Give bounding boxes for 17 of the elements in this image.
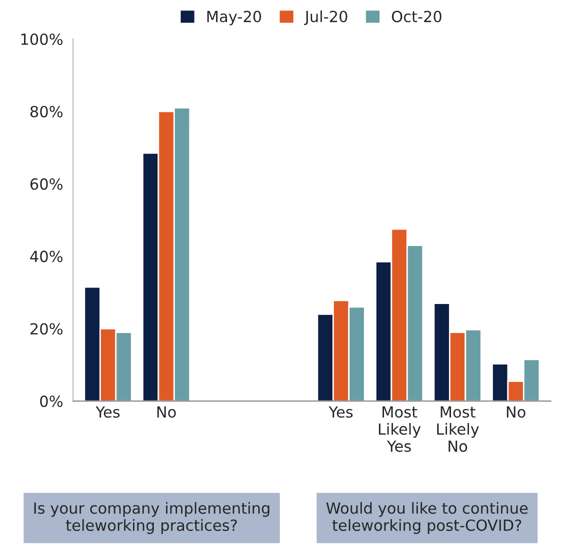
y-tick-label: 0% — [40, 396, 62, 408]
x-tick-label: No — [157, 406, 176, 418]
legend-label: Oct-20 — [392, 10, 442, 22]
legend-label: May-20 — [207, 10, 262, 26]
y-tick-label: 20% — [30, 323, 62, 335]
legend-label: Jul-20 — [304, 10, 348, 26]
x-tick-label: No — [506, 406, 526, 418]
text: Is your company implementing teleworking practices? — [34, 502, 270, 534]
y-tick-label: 80% — [30, 106, 62, 118]
x-tick-label: Yes — [328, 406, 353, 418]
y-tick-label: 60% — [30, 178, 62, 190]
x-tick-label: Yes — [96, 406, 120, 418]
y-tick-label: 40% — [30, 250, 62, 262]
x-tick-label: Most Likely No — [437, 406, 479, 452]
y-tick-label: 100% — [21, 33, 62, 46]
x-tick-label: Most Likely Yes — [378, 406, 421, 452]
text: Would you like to continue teleworking post-COVID? — [326, 502, 528, 534]
